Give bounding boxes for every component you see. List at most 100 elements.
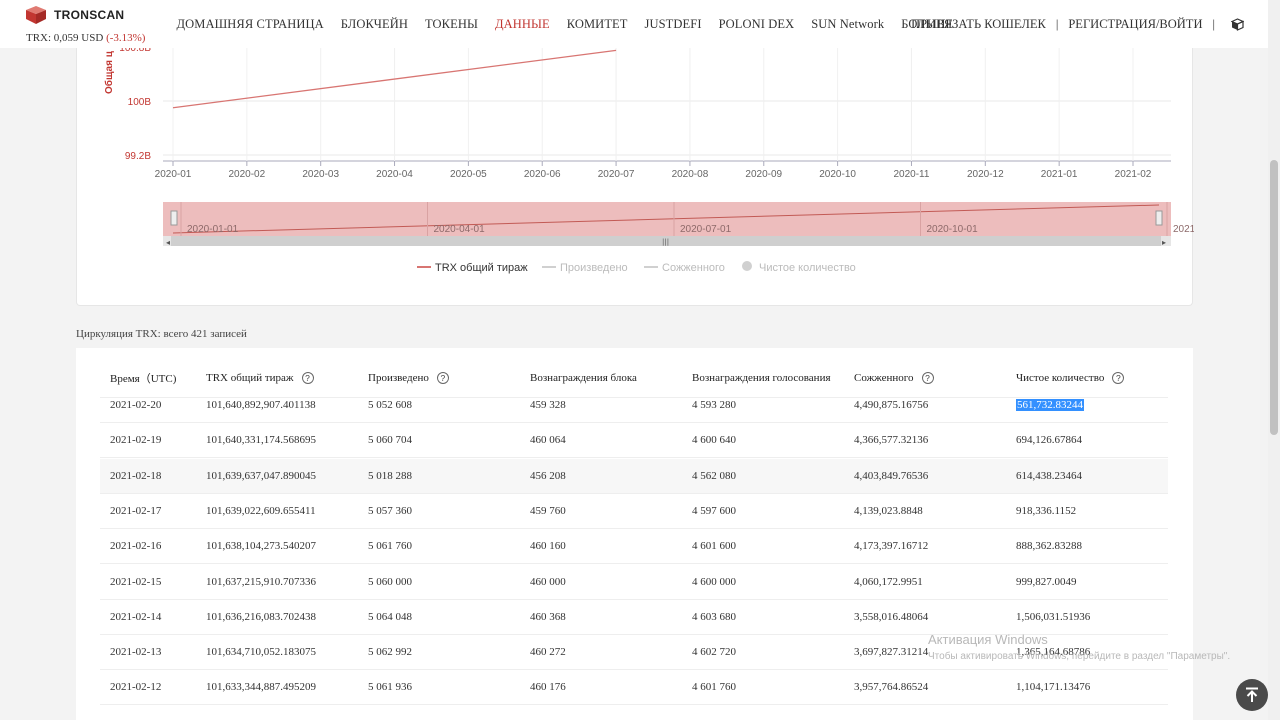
table-cell-value: 460 160 bbox=[530, 540, 566, 553]
table-cell-value: 5 018 288 bbox=[368, 469, 412, 482]
table-cell: 3,697,827.31214 bbox=[854, 635, 928, 669]
table-cell-value: 2021-02-17 bbox=[110, 504, 162, 517]
table-cell: 4 602 720 bbox=[692, 635, 736, 669]
table-row: 2021-02-18 101,639,637,047.890045 5 018 28… bbox=[100, 458, 1168, 494]
table-cell-value: 4 593 280 bbox=[692, 399, 736, 411]
table-cell-value: 4 601 760 bbox=[692, 681, 736, 694]
table-cell-value: 4,060,172.9951 bbox=[854, 575, 923, 588]
table-cell: 4 601 760 bbox=[692, 670, 736, 704]
y-tick-label: 99.2B bbox=[125, 151, 151, 162]
x-tick-label: 2020-10 bbox=[819, 169, 856, 180]
table-cell: 5 060 704 bbox=[368, 423, 412, 457]
table-cell: 3,558,016.48064 bbox=[854, 600, 928, 634]
column-header-label: Вознаграждения голосования bbox=[692, 371, 831, 384]
table-cell: 460 176 bbox=[530, 670, 566, 704]
table-cell: 2021-02-16 bbox=[110, 529, 161, 563]
table-cell-value: 2021-02-20 bbox=[110, 399, 162, 411]
table-cell-value: 1,506,031.51936 bbox=[1016, 610, 1091, 623]
legend-marker bbox=[742, 261, 752, 271]
table-cell-value: 561,732.83244 bbox=[1016, 399, 1084, 411]
zoom-label: 2020-01-01 bbox=[187, 224, 239, 235]
table-cell-value: 4 602 720 bbox=[692, 646, 736, 659]
table-cell: 2021-02-18 bbox=[110, 459, 161, 493]
table-cell: 101,634,710,052.183075 bbox=[206, 635, 316, 669]
nav-item-7[interactable]: SUN Network bbox=[811, 17, 885, 31]
table-cell: 4 601 600 bbox=[692, 529, 736, 563]
table-cell-value: 5 061 936 bbox=[368, 681, 412, 694]
table-cell: 5 064 048 bbox=[368, 600, 412, 634]
table-cell: 101,639,637,047.890045 bbox=[206, 459, 316, 493]
nav-item-2[interactable]: ТОКЕНЫ bbox=[424, 17, 478, 31]
trx-price-change: (-3.13%) bbox=[106, 32, 146, 44]
nav-item-6[interactable]: POLONI DEX bbox=[718, 17, 795, 31]
nav-item-4[interactable]: КОМИТЕТ bbox=[566, 17, 628, 31]
help-icon[interactable]: ? bbox=[301, 371, 314, 384]
table-cell-value: 918,336.1152 bbox=[1016, 504, 1077, 517]
column-header-label: Вознаграждения блока bbox=[530, 371, 637, 384]
table-cell-value: 1,365,164.68786 bbox=[1016, 646, 1091, 659]
watermark-title: Активация Windows bbox=[928, 632, 1048, 647]
table-cell-value: 101,634,710,052.183075 bbox=[206, 646, 316, 659]
top-header: TRONSCAN TRX: 0,059 USD (-3.13%) ДОМАШНЯ… bbox=[0, 0, 1268, 48]
nav-separator: | bbox=[1055, 17, 1059, 31]
table-cell: 459 760 bbox=[530, 494, 566, 528]
table-cell-value: 5 052 608 bbox=[368, 399, 412, 411]
back-to-top-button[interactable] bbox=[1236, 679, 1268, 711]
nav-item-8[interactable]: БОЛЬШЕ bbox=[901, 17, 954, 31]
connect-wallet-link[interactable]: ПРИВЯЗАТЬ КОШЕЛЕК bbox=[911, 17, 1046, 31]
table-cell: 460 000 bbox=[530, 565, 566, 599]
x-tick-label: 2020-09 bbox=[745, 169, 782, 180]
table-cell-value: 614,438.23464 bbox=[1016, 469, 1082, 482]
nav-item-0[interactable]: ДОМАШНЯЯ СТРАНИЦА bbox=[176, 17, 324, 31]
table-cell: 460 160 bbox=[530, 529, 566, 563]
table-cell-value: 101,633,344,887.495209 bbox=[206, 681, 316, 694]
table-cell-value: 460 272 bbox=[530, 646, 566, 659]
tronscan-logo[interactable]: TRONSCAN bbox=[24, 6, 124, 24]
zoom-label: 2020-10-01 bbox=[927, 224, 979, 235]
table-cell-value: 5 064 048 bbox=[368, 610, 412, 623]
cube-icon[interactable] bbox=[1231, 18, 1244, 31]
windows-activation-watermark: Активация Windows Чтобы активировать Win… bbox=[928, 632, 1230, 662]
table-cell-value: 2021-02-15 bbox=[110, 575, 162, 588]
scrollbar-thumb[interactable] bbox=[1270, 160, 1278, 435]
help-icon[interactable]: ? bbox=[1112, 371, 1125, 384]
table-cell: 4,366,577.32136 bbox=[854, 423, 928, 457]
table-cell-value: 5 061 760 bbox=[368, 540, 412, 553]
column-header-label: Сожженного bbox=[854, 371, 914, 384]
table-cell-value: 2021-02-13 bbox=[110, 646, 162, 659]
table-cell-value: 101,639,022,609.655411 bbox=[206, 504, 316, 517]
table-cell-value: 5 057 360 bbox=[368, 504, 412, 517]
x-tick-label: 2020-11 bbox=[893, 169, 929, 180]
login-link[interactable]: РЕГИСТРАЦИЯ/ВОЙТИ bbox=[1068, 17, 1203, 31]
table-header: Время（UTC) TRX общий тираж? Произведено? Во… bbox=[100, 358, 1168, 398]
table-cell-value: 460 000 bbox=[530, 575, 566, 588]
table-row: 2021-02-20 101,640,892,907.401138 5 052 60… bbox=[100, 388, 1168, 423]
column-header-1: TRX общий тираж? bbox=[206, 358, 314, 397]
nav-item-3[interactable]: ДАННЫЕ bbox=[494, 17, 550, 31]
table-cell: 694,126.67864 bbox=[1016, 423, 1082, 457]
table-row: 2021-02-17 101,639,022,609.655411 5 057 36… bbox=[100, 494, 1168, 529]
zoom-handle-right bbox=[1155, 210, 1163, 226]
table-cell: 2021-02-19 bbox=[110, 423, 161, 457]
nav-item-1[interactable]: БЛОКЧЕЙН bbox=[340, 17, 408, 31]
x-tick-label: 2021-01 bbox=[1041, 169, 1078, 180]
table-cell-value: 459 328 bbox=[530, 399, 566, 411]
table-cell-value: 101,638,104,273.540207 bbox=[206, 540, 316, 553]
page-scrollbar[interactable] bbox=[1268, 0, 1280, 720]
table-cell: 101,636,216,083.702438 bbox=[206, 600, 316, 634]
table-cell-value: 5 060 704 bbox=[368, 434, 412, 447]
nav-item-5[interactable]: JUSTDEFI bbox=[644, 17, 702, 31]
table-cell: 4 562 080 bbox=[692, 459, 736, 493]
table-cell-value: 2021-02-16 bbox=[110, 540, 162, 553]
help-icon[interactable]: ? bbox=[436, 371, 449, 384]
help-icon[interactable]: ? bbox=[921, 371, 934, 384]
nav-separator-2: | bbox=[1212, 17, 1215, 31]
table-cell: 101,640,892,907.401138 bbox=[206, 388, 316, 422]
column-header-label: Чистое количество bbox=[1016, 371, 1105, 384]
y-axis-label: Общая ц bbox=[103, 50, 115, 94]
column-header-2: Произведено? bbox=[368, 358, 449, 397]
x-tick-label: 2020-06 bbox=[524, 169, 561, 180]
y-tick-label: 100.8B bbox=[119, 43, 151, 54]
series-line-trx-supply bbox=[172, 49, 617, 109]
table-row: 2021-02-14 101,636,216,083.702438 5 064 04… bbox=[100, 600, 1168, 635]
